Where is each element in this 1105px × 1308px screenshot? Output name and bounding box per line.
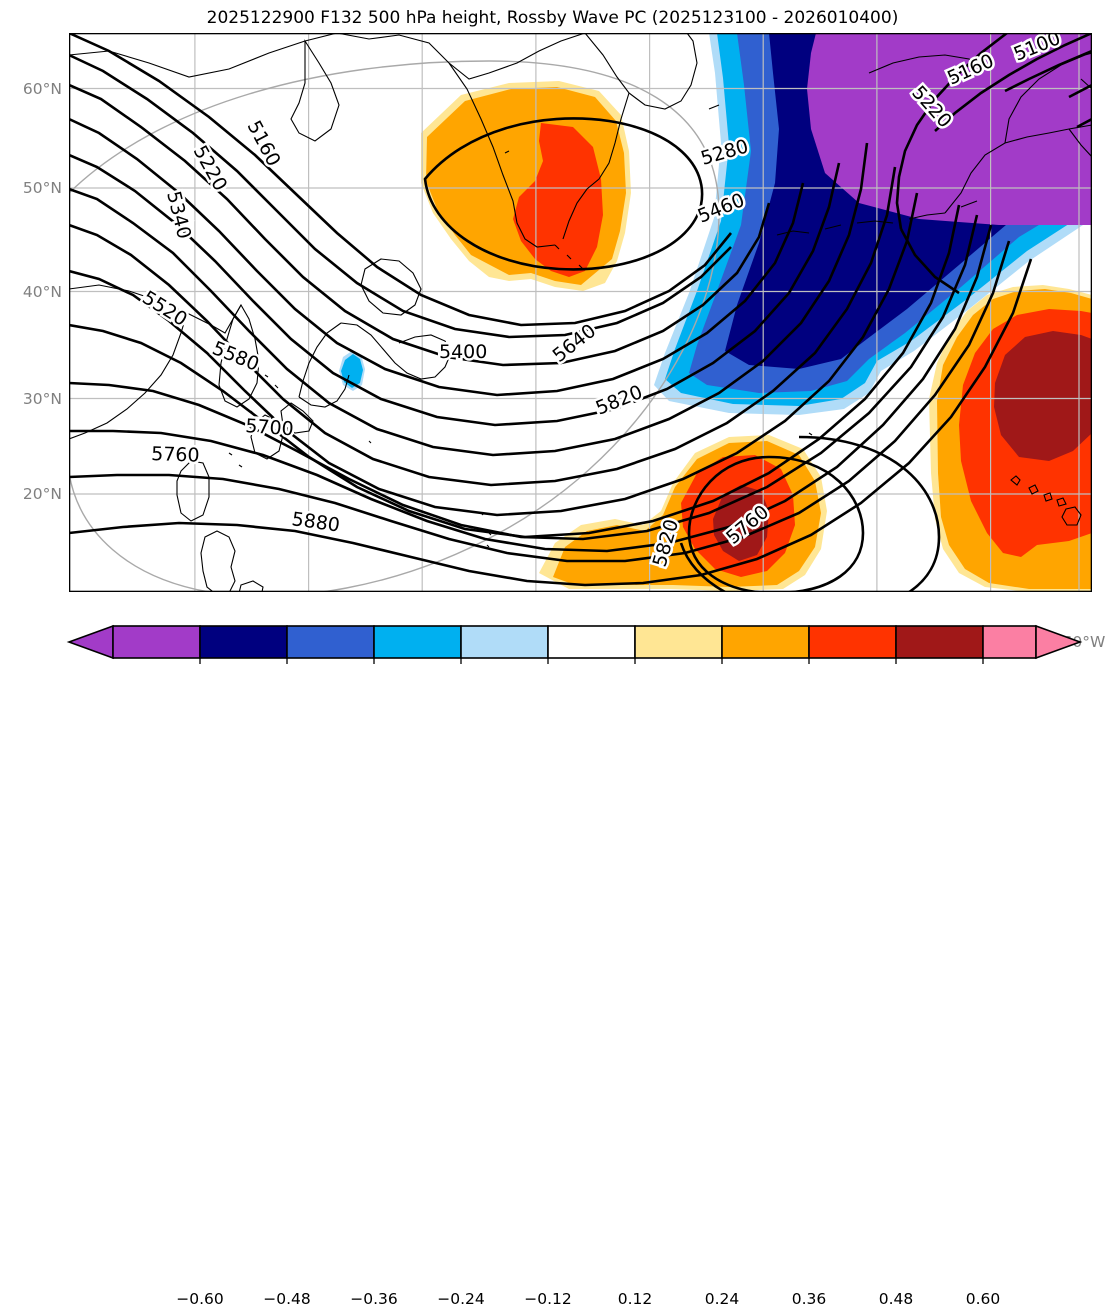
cb-cell-4 [460,625,549,659]
page-title: 2025122900 F132 500 hPa height, Rossby W… [206,8,899,28]
contour-5280 [69,83,771,367]
ytick-label-4: 20°N [22,485,62,503]
ytick-label-3: 30°N [22,389,62,408]
contour-5100 [1004,49,1092,93]
domain-boundary-arc [69,60,720,592]
contour-5340 [69,117,805,397]
cb-tick-label-3: −0.24 [437,1290,485,1308]
cb-tick-label-8: 0.48 [878,1290,914,1308]
contour-5100-b [1068,83,1092,99]
cb-extend-max [1035,624,1083,660]
map-canvas: 5220 5160 5340 5520 5580 5700 5760 5880 … [69,33,1092,592]
svg-text:5760: 5760 [151,443,200,467]
cb-cell-10 [982,625,1037,659]
figure-root: 2025122900 F132 500 hPa height, Rossby W… [0,8,1105,1308]
contour-5700 [69,214,979,541]
height-contours-layer [69,33,1092,592]
shade-pos-048-hawaii [994,331,1092,461]
contour-5580 [69,192,919,517]
cb-cell-5 [547,625,636,659]
cb-tick-label-7: 0.36 [791,1290,827,1308]
contour-5760-closed [687,455,865,592]
contour-5880 [69,258,1033,587]
colorbar-swatches[interactable] [0,624,1105,664]
cb-cell-7 [721,625,810,659]
ytick-label-0: 60°N [22,79,62,98]
cb-tick-label-5: 0.12 [617,1290,653,1308]
map-plot-area: 5220 5160 5340 5520 5580 5700 5760 5880 … [23,33,1105,651]
cb-tick-label-4: −0.12 [524,1290,572,1308]
contour-5220 [895,33,1008,230]
cb-extend-min [66,624,114,660]
contour-closed-okhotsk [423,117,704,271]
cb-tick-label-1: −0.48 [263,1290,311,1308]
svg-text:5400: 5400 [439,341,487,363]
contour-5460 [69,142,869,457]
ytick-label-1: 50°N [22,179,62,197]
cb-cell-8 [808,625,897,659]
contour-5820 [69,240,1011,563]
ytick-label-2: 40°N [22,282,62,301]
cb-tick-label-2: −0.36 [350,1290,398,1308]
contour-5160 [934,33,1092,132]
plot-border [69,33,1092,592]
contour-5160-nw [69,33,733,327]
contour-5760 [69,224,993,553]
contour-5820-closed [679,435,941,592]
colorbar[interactable]: −0.60 −0.48 −0.36 −0.24 −0.12 0.12 0.24 … [0,624,1105,1308]
cb-cell-1 [199,625,288,659]
contour-5220-nw [69,53,732,339]
cb-cell-3 [373,625,462,659]
shade-neg-060 [807,33,1092,225]
cb-cell-0 [112,625,201,659]
contour-5160-b [1076,117,1092,129]
cb-tick-label-9: 0.60 [965,1290,1001,1308]
contour-5520 [69,166,897,487]
cb-tick-label-6: 0.24 [704,1290,740,1308]
cb-cell-6 [634,625,723,659]
cb-tick-label-0: −0.60 [176,1290,224,1308]
svg-text:5700: 5700 [245,415,295,440]
cb-cell-2 [286,625,375,659]
cb-cell-9 [895,625,984,659]
contour-5400 [69,153,841,427]
